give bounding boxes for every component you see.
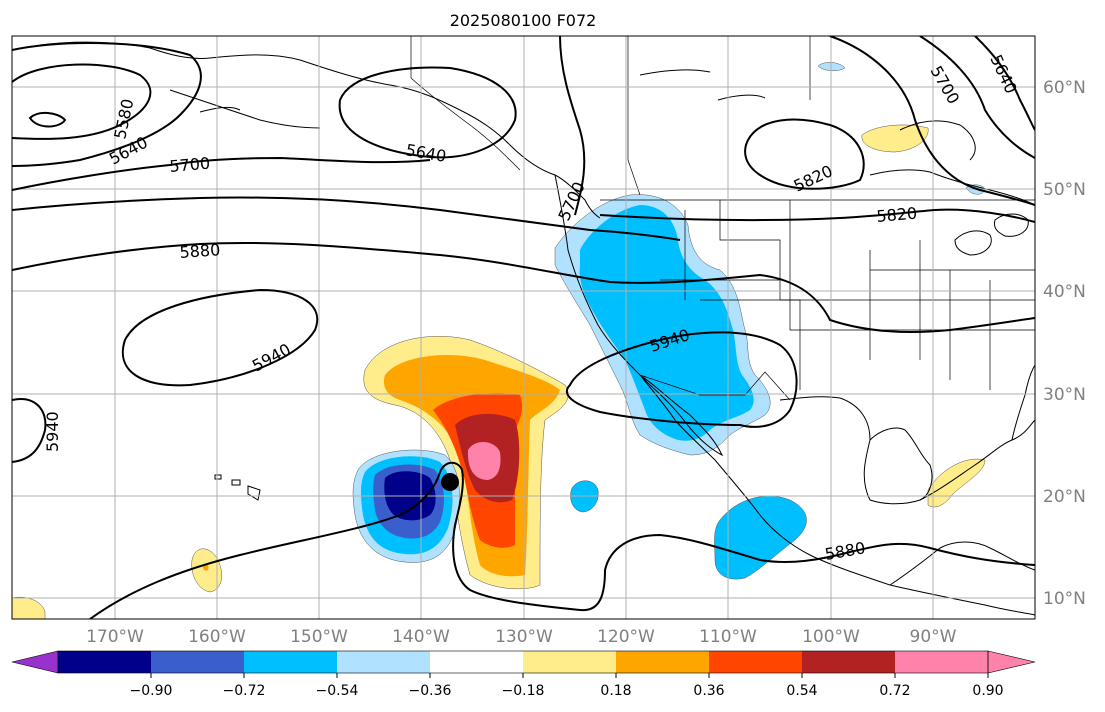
lat-label-60n: 60°N xyxy=(1043,78,1086,98)
lon-label-130w: 130°W xyxy=(495,627,553,647)
contour-label-5880-a: 5880 xyxy=(179,240,221,262)
map-frame xyxy=(11,35,1036,620)
colorbar-segment xyxy=(895,651,989,673)
pos-anomaly-canada xyxy=(861,124,929,153)
colorbar-segment xyxy=(802,651,896,673)
graticule xyxy=(12,36,1035,619)
colorbar-segment xyxy=(244,651,338,673)
lon-label-140w: 140°W xyxy=(392,627,450,647)
neg-anomaly-us-036 xyxy=(579,205,754,441)
colorbar-tick-label: 0.90 xyxy=(972,683,1003,699)
lat-label-40n: 40°N xyxy=(1043,282,1086,302)
lon-label-160w: 160°W xyxy=(188,627,246,647)
longitude-labels: 170°W 160°W 150°W 140°W 130°W 120°W 110°… xyxy=(86,627,957,647)
colorbar-tick-label: −0.72 xyxy=(223,683,266,699)
lat-label-50n: 50°N xyxy=(1043,180,1086,200)
height-contours xyxy=(12,36,1035,619)
colorbar: −0.90 −0.72 −0.54 −0.36 −0.18 0.18 0.36 0.54 0.7… xyxy=(11,650,1036,699)
lon-label-170w: 170°W xyxy=(86,627,144,647)
colorbar-tick-label: 0.18 xyxy=(600,683,631,699)
contour-label-5940-b: 5940 xyxy=(43,411,62,452)
colorbar-tick-label: −0.18 xyxy=(502,683,545,699)
colorbar-segment xyxy=(58,651,152,673)
anomaly-shading xyxy=(12,62,986,619)
colorbar-segment xyxy=(151,651,245,673)
colorbar-tick-label: −0.90 xyxy=(130,683,173,699)
pos-anomaly-peak xyxy=(467,441,501,480)
lon-label-150w: 150°W xyxy=(290,627,348,647)
colorbar-tick-label: 0.36 xyxy=(693,683,724,699)
lat-label-10n: 10°N xyxy=(1043,589,1086,609)
colorbar-segment xyxy=(337,651,431,673)
lat-label-20n: 20°N xyxy=(1043,487,1086,507)
colorbar-segment xyxy=(709,651,803,673)
contour-label-5820-b: 5820 xyxy=(876,204,918,226)
map-title: 2025080100 F072 xyxy=(450,11,597,30)
colorbar-segment xyxy=(616,651,710,673)
lon-label-90w: 90°W xyxy=(910,627,957,647)
lat-label-30n: 30°N xyxy=(1043,385,1086,405)
lon-label-100w: 100°W xyxy=(802,627,860,647)
colorbar-min-extension xyxy=(11,650,59,674)
colorbar-segment xyxy=(523,651,617,673)
colorbar-max-extension xyxy=(987,650,1036,674)
colorbar-segment xyxy=(430,651,524,673)
pos-anomaly-corner xyxy=(12,596,46,619)
colorbar-tick-label: −0.36 xyxy=(409,683,452,699)
lon-label-110w: 110°W xyxy=(699,627,757,647)
storm-center-dot xyxy=(441,473,459,491)
contour-label-5700-a: 5700 xyxy=(169,154,211,176)
latitude-labels: 60°N 50°N 40°N 30°N 20°N 10°N xyxy=(1043,78,1086,609)
colorbar-tick-label: −0.54 xyxy=(316,683,359,699)
colorbar-tick-label: 0.72 xyxy=(879,683,910,699)
pos-anomaly-mexico xyxy=(927,458,986,508)
colorbar-tick-label: 0.54 xyxy=(786,683,817,699)
lon-label-120w: 120°W xyxy=(597,627,655,647)
